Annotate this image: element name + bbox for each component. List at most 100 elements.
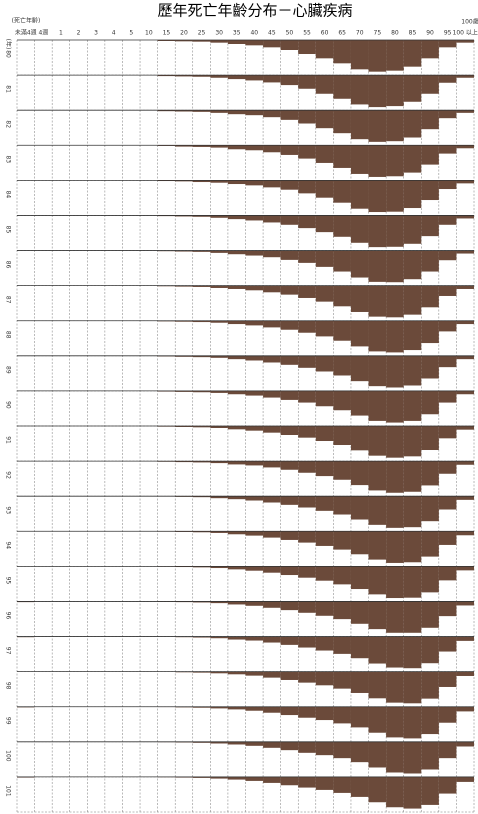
bar bbox=[263, 426, 281, 433]
bar bbox=[403, 40, 422, 67]
bar bbox=[438, 496, 457, 510]
bar bbox=[245, 40, 264, 46]
bar bbox=[421, 426, 439, 451]
bar bbox=[386, 461, 404, 493]
bar bbox=[315, 776, 334, 790]
row-label: 91 bbox=[5, 436, 12, 444]
bar bbox=[456, 390, 474, 395]
bar bbox=[298, 75, 316, 89]
bar bbox=[192, 180, 211, 183]
row-label: 100 bbox=[5, 750, 12, 762]
row-label: 97 bbox=[5, 647, 12, 655]
bar bbox=[298, 671, 316, 683]
bar bbox=[403, 75, 422, 102]
bar bbox=[315, 250, 334, 267]
bar bbox=[368, 40, 387, 72]
bar bbox=[210, 145, 228, 148]
bar bbox=[245, 741, 264, 746]
bar bbox=[386, 355, 404, 388]
bar bbox=[245, 110, 264, 116]
bar bbox=[403, 496, 422, 528]
bar bbox=[227, 110, 246, 115]
bar bbox=[403, 355, 422, 386]
bar bbox=[227, 75, 246, 80]
bar bbox=[421, 250, 439, 272]
bar bbox=[386, 671, 404, 703]
x-tick-label: 70 bbox=[356, 30, 364, 37]
bar bbox=[421, 390, 439, 415]
x-tick-label: 95 bbox=[444, 30, 452, 37]
bar bbox=[315, 145, 334, 163]
bar bbox=[315, 285, 334, 302]
bar bbox=[421, 496, 439, 522]
bar bbox=[280, 145, 299, 155]
bar bbox=[280, 776, 299, 786]
bar bbox=[298, 285, 316, 298]
bar bbox=[386, 601, 404, 633]
bar bbox=[192, 40, 211, 42]
bar bbox=[456, 496, 474, 500]
row-label: 87 bbox=[5, 296, 12, 304]
bar bbox=[403, 741, 422, 774]
bar bbox=[438, 110, 457, 119]
bar bbox=[175, 461, 193, 463]
bar bbox=[368, 531, 387, 560]
bar bbox=[227, 426, 246, 430]
bar bbox=[333, 145, 351, 168]
bar bbox=[210, 355, 228, 358]
bar bbox=[403, 215, 422, 244]
bar bbox=[245, 75, 264, 81]
bar bbox=[210, 180, 228, 183]
x-tick-label: 55 bbox=[303, 30, 311, 37]
bar bbox=[333, 776, 351, 793]
bar bbox=[192, 250, 211, 252]
bar bbox=[456, 355, 474, 360]
bar bbox=[245, 145, 264, 151]
bar bbox=[403, 706, 422, 739]
bar bbox=[227, 390, 246, 395]
bar bbox=[421, 741, 439, 770]
bar bbox=[403, 320, 422, 351]
bar bbox=[333, 40, 351, 64]
bar bbox=[210, 671, 228, 674]
bar bbox=[456, 601, 474, 606]
bar bbox=[315, 531, 334, 546]
bar bbox=[456, 180, 474, 184]
row-label: 88 bbox=[5, 331, 12, 339]
bar bbox=[192, 355, 211, 358]
bar bbox=[192, 285, 211, 287]
bar bbox=[456, 461, 474, 465]
bar bbox=[456, 75, 474, 78]
bar bbox=[175, 110, 193, 112]
bar bbox=[245, 496, 264, 501]
bar bbox=[245, 601, 264, 606]
bar bbox=[192, 671, 211, 673]
bar bbox=[280, 496, 299, 505]
row-label: 93 bbox=[5, 506, 12, 514]
bar bbox=[368, 706, 387, 733]
bar bbox=[280, 426, 299, 436]
bar bbox=[368, 180, 387, 213]
bar bbox=[438, 145, 457, 154]
bar bbox=[227, 636, 246, 640]
bar bbox=[175, 145, 193, 147]
bar bbox=[263, 566, 281, 573]
unit-label: 100歲 bbox=[461, 18, 478, 26]
bar bbox=[245, 426, 264, 431]
bar bbox=[227, 496, 246, 500]
bar bbox=[386, 566, 404, 599]
bar bbox=[192, 461, 211, 463]
bar bbox=[175, 390, 193, 392]
bar bbox=[280, 285, 299, 295]
x-tick-label: 4 bbox=[112, 30, 116, 37]
bar bbox=[280, 601, 299, 611]
bar bbox=[333, 566, 351, 585]
bar bbox=[368, 110, 387, 142]
bar bbox=[175, 75, 193, 77]
bar bbox=[456, 145, 474, 149]
bar bbox=[350, 285, 369, 312]
bar bbox=[210, 531, 228, 533]
bar bbox=[192, 776, 211, 778]
bar bbox=[456, 40, 474, 43]
x-tick-label: 10 bbox=[145, 30, 153, 37]
